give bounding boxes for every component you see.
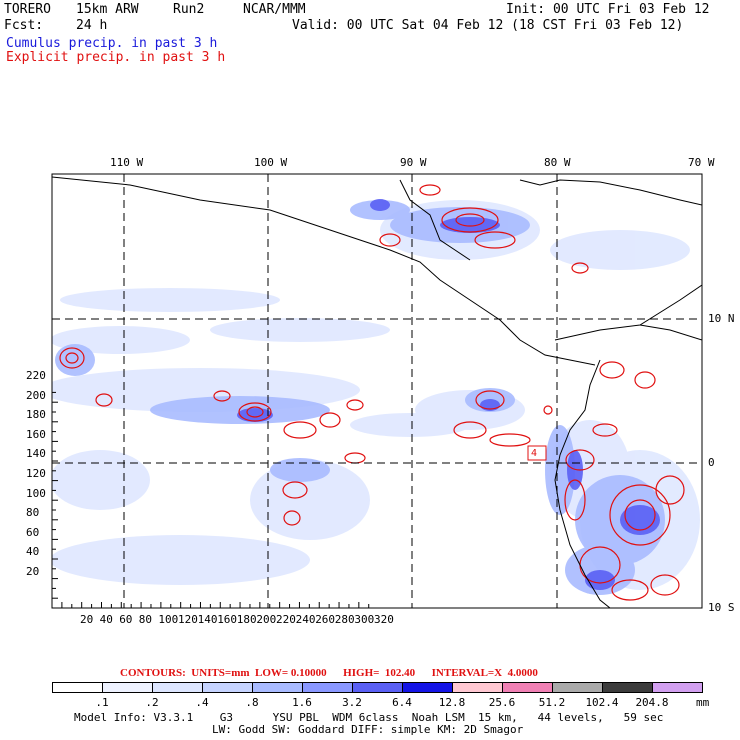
colorbar-swatch <box>252 682 303 693</box>
field-cumulus-label: Cumulus precip. in past 3 h <box>6 36 218 51</box>
lon-label-80w: 80 W <box>544 156 571 169</box>
y-tick-label: 100 <box>26 486 46 500</box>
colorbar-label: .1 <box>95 696 109 709</box>
x-tick-label: 40 <box>99 613 113 626</box>
lon-label-110w: 110 W <box>110 156 144 169</box>
lat-label-10s: 10 S <box>708 601 735 614</box>
colorbar-swatch <box>352 682 403 693</box>
x-tick-label: 180 <box>236 613 257 626</box>
colorbar-swatch <box>452 682 503 693</box>
lon-label-100w: 100 W <box>254 156 288 169</box>
colorbar-label: 6.4 <box>392 696 412 709</box>
colorbar-swatch <box>502 682 553 693</box>
y-tick-label: 40 <box>26 545 40 559</box>
x-tick-label: 220 <box>276 613 296 626</box>
lat-label-10n: 10 N <box>708 312 735 325</box>
colorbar-label: 1.6 <box>292 696 312 709</box>
x-tick-label: 100 <box>158 613 179 626</box>
colorbar-label: 25.6 <box>488 696 516 709</box>
colorbar-label: 3.2 <box>342 696 362 709</box>
colorbar-swatch <box>652 682 703 693</box>
x-tick-label: 120 <box>178 613 198 626</box>
box-label-text: 4 <box>531 448 538 459</box>
colorbar-label: .2 <box>145 696 159 709</box>
y-tick-label: 80 <box>26 506 40 520</box>
x-tick-label: 260 <box>315 613 336 626</box>
x-tick-label: 240 <box>295 613 316 626</box>
colorbar-swatch <box>102 682 153 693</box>
lat-label-0: 0 <box>708 456 715 469</box>
model-title: TORERO <box>4 2 51 17</box>
colorbar-label: .4 <box>195 696 209 709</box>
org-label: NCAR/MMM <box>243 2 306 17</box>
y-tick-label: 160 <box>26 427 46 441</box>
x-tick-label: 60 <box>119 613 133 626</box>
x-tick-label: 80 <box>138 613 153 626</box>
init-time: Init: 00 UTC Fri 03 Feb 12 <box>506 2 710 17</box>
colorbar-label: .8 <box>245 696 259 709</box>
colorbar-swatch <box>52 682 103 693</box>
y-tick-label: 180 <box>26 408 46 422</box>
run-label: Run2 <box>173 2 205 17</box>
graticule <box>52 174 702 608</box>
colorbar-swatch <box>302 682 353 693</box>
x-tick-label: 280 <box>334 613 355 626</box>
model-resolution: 15km ARW <box>76 2 139 17</box>
y-tick-label: 60 <box>26 525 40 539</box>
x-tick-label: 320 <box>374 613 394 626</box>
valid-time: Valid: 00 UTC Sat 04 Feb 12 (18 CST Fri … <box>292 18 684 33</box>
colorbar-swatch <box>552 682 603 693</box>
lon-label-90w: 90 W <box>400 156 427 169</box>
colorbar-swatch <box>602 682 653 693</box>
y-tick-label: 140 <box>26 447 46 461</box>
colorbar-swatch <box>402 682 453 693</box>
colorbar-label: 204.8 <box>635 696 669 709</box>
forecast-label: Fcst: <box>4 18 44 33</box>
label-box <box>527 445 547 461</box>
colorbar-swatch <box>152 682 203 693</box>
y-tick-label: 220 <box>26 369 46 382</box>
y-tick-label: 120 <box>26 467 46 480</box>
y-tick-label: 200 <box>26 388 46 402</box>
precip-field <box>52 176 702 608</box>
x-tick-label: 160 <box>217 613 238 626</box>
x-tick-label: 140 <box>197 613 218 626</box>
tick-marks <box>51 391 370 609</box>
colorbar-label: 51.2 <box>538 696 566 709</box>
x-tick-label: 20 <box>80 613 94 626</box>
map-frame <box>51 173 703 609</box>
x-tick-label: 200 <box>256 613 277 626</box>
physics-info: LW: Godd SW: Goddard DIFF: simple KM: 2D… <box>212 723 524 736</box>
lon-label-70w: 70 W <box>688 156 715 169</box>
colorbar-unit: mm <box>696 696 710 709</box>
forecast-hour: 24 h <box>76 18 108 33</box>
colorbar-label: 12.8 <box>438 696 466 709</box>
colorbar-swatch <box>202 682 253 693</box>
contours-info: CONTOURS: UNITS=mm LOW= 0.10000 HIGH= 10… <box>120 667 538 679</box>
colorbar-label: 102.4 <box>585 696 619 709</box>
y-tick-label: 20 <box>26 565 40 578</box>
x-tick-label: 300 <box>354 613 375 626</box>
field-explicit-label: Explicit precip. in past 3 h <box>6 50 226 65</box>
model-info: Model Info: V3.3.1 G3 YSU PBL WDM 6class… <box>74 711 664 724</box>
